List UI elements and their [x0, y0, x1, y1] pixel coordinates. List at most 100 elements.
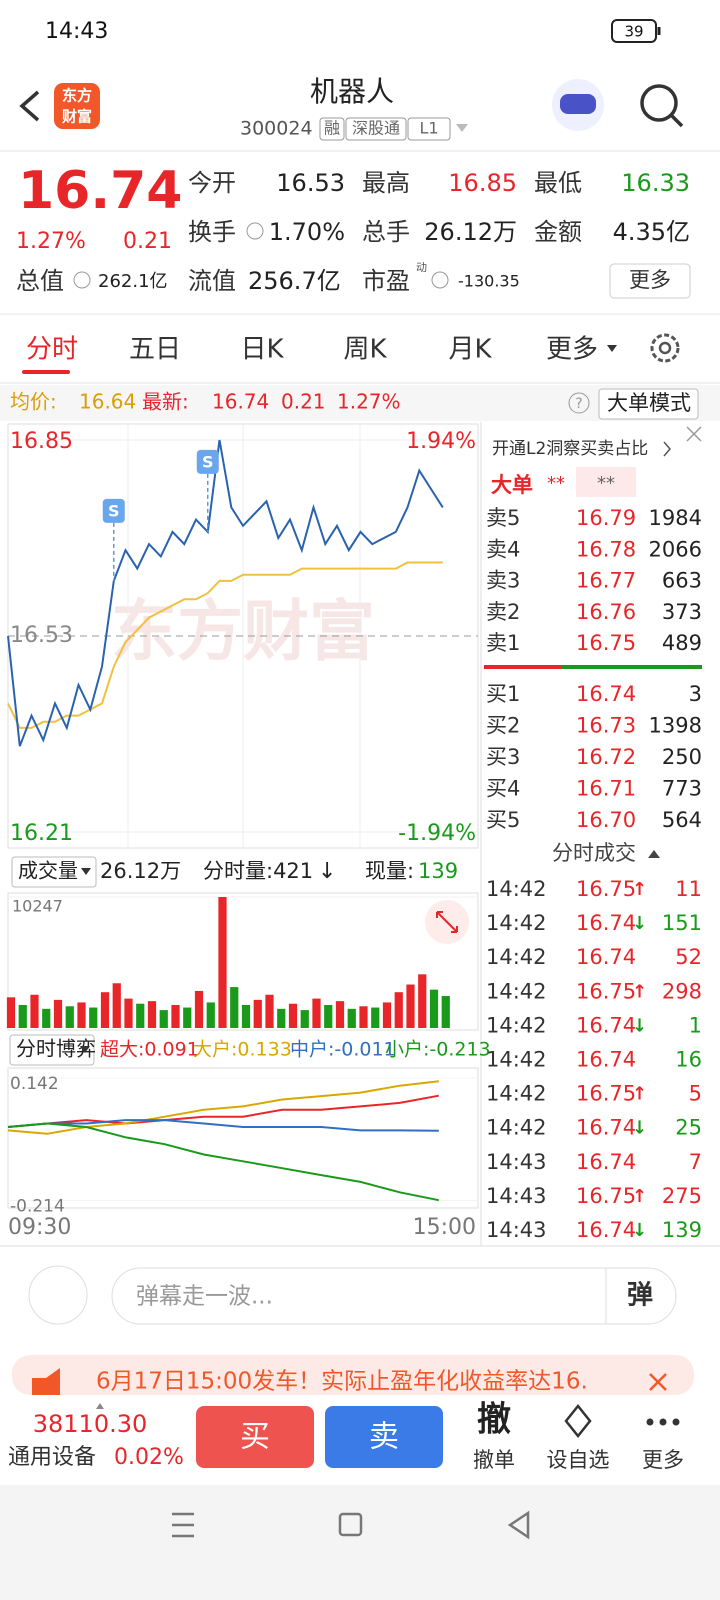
more-icon [659, 1418, 667, 1426]
y2-tick-label: 1.94% [406, 429, 476, 454]
book-label: 买1 [486, 682, 520, 706]
logo [54, 83, 100, 129]
nav-home[interactable] [338, 1512, 363, 1537]
latest-value: 16.74 [212, 390, 269, 414]
stars: ** [597, 473, 615, 494]
logo-text: 东方 [62, 87, 92, 105]
volume-bar [124, 998, 133, 1028]
comment-icon[interactable] [28, 1265, 88, 1325]
volume-bar [429, 989, 439, 1028]
nav-menu[interactable] [172, 1512, 194, 1538]
sell-label[interactable]: 卖 [369, 1420, 399, 1455]
legend-label: 大户:0.133 [193, 1039, 292, 1061]
expand-icon [436, 911, 458, 933]
legend-label: 中户:-0.011 [290, 1039, 396, 1061]
search-icon[interactable] [640, 84, 678, 122]
mode-button[interactable] [598, 388, 699, 420]
cancel-label[interactable]: 撤单 [473, 1448, 515, 1472]
volume-bar [194, 990, 204, 1028]
nav-bg [0, 1485, 720, 1600]
stat-label: 总值 [16, 267, 64, 295]
book-label: 买5 [486, 808, 520, 832]
l2-link[interactable]: 开通L2洞察买卖占比 [492, 439, 648, 459]
tab[interactable]: 日K [240, 335, 284, 365]
back-button[interactable] [19, 90, 40, 122]
help-icon[interactable] [568, 392, 590, 414]
trade-price: 16.74 [576, 911, 636, 935]
trade-volume: 139 [662, 1218, 702, 1242]
volume-bar [253, 999, 262, 1028]
nav-back[interactable] [507, 1510, 530, 1540]
chevron [663, 441, 671, 457]
trade-price: 16.74 [576, 1048, 636, 1072]
settings-icon[interactable] [650, 333, 680, 363]
current-label: 现量: [365, 859, 414, 883]
more-label[interactable]: 更多 [642, 1448, 684, 1472]
more-icon[interactable] [646, 1418, 654, 1426]
y-tick-label: 16.21 [10, 821, 73, 846]
tag-box [345, 117, 407, 141]
tab[interactable]: 月K [448, 335, 492, 365]
stock-tag: L1 [419, 119, 438, 138]
volume-bar [65, 1006, 74, 1028]
sort-arrow [648, 850, 660, 858]
volume-bar [406, 984, 415, 1028]
tab[interactable]: 周K [343, 335, 387, 365]
series-line [7, 1094, 439, 1128]
volume-bar [6, 997, 16, 1028]
y-tick-label: 16.85 [10, 429, 73, 454]
volume-bar [112, 983, 121, 1028]
book-volume: 663 [662, 569, 702, 593]
stat-value: 16.53 [276, 169, 345, 197]
tab[interactable]: 五日 [129, 335, 181, 365]
book-volume: 564 [662, 808, 702, 832]
trade-volume: 7 [689, 1150, 702, 1174]
trade-price: 16.74 [576, 1013, 636, 1037]
y-tick-label: 10247 [12, 897, 63, 916]
watch-label[interactable]: 设自选 [547, 1448, 610, 1472]
change: 0.21 [123, 229, 172, 254]
trade-price: 16.75 [576, 1082, 636, 1106]
tab[interactable]: 分时 [26, 335, 78, 365]
book-price: 16.71 [576, 777, 636, 801]
trade-time: 14:42 [486, 877, 547, 901]
dropdown-arrow [80, 1046, 90, 1053]
volume-bar [171, 1004, 180, 1028]
volume-dropdown[interactable] [11, 856, 97, 888]
more-button[interactable] [609, 263, 691, 299]
dropdown-arrow [456, 124, 468, 132]
book-label: 买4 [486, 777, 520, 801]
hint-icon [431, 271, 449, 289]
stat-label: 今开 [188, 169, 236, 197]
stars: ** [547, 473, 565, 494]
book-volume: 1398 [649, 714, 702, 738]
cancel-icon: 撤 [477, 1400, 511, 1440]
volume-bar [335, 1001, 345, 1028]
book-price: 16.79 [576, 506, 636, 530]
flow-dropdown[interactable] [9, 1034, 95, 1066]
stat-sup: 动 [416, 261, 427, 274]
sell-button[interactable] [325, 1406, 443, 1468]
comment-input[interactable] [111, 1267, 677, 1325]
watch-icon[interactable] [564, 1403, 592, 1439]
volume-bar [288, 1003, 298, 1028]
trade-price: 16.74 [576, 1150, 636, 1174]
banner-bg[interactable] [12, 1355, 694, 1395]
volume-bar [183, 1007, 192, 1028]
help-mark: 大单模式 [607, 391, 691, 415]
dropdown-arrow [81, 868, 91, 875]
avatar-face [560, 94, 596, 114]
tab[interactable]: 更多 [546, 335, 598, 365]
buy-label[interactable]: 买 [240, 1420, 270, 1455]
trade-arrow: ↓ [632, 1220, 647, 1241]
stat-value: 1.70% [269, 218, 345, 246]
trade-arrow: ↓ [632, 1118, 647, 1139]
x-tick-label: 15:00 [413, 1215, 476, 1240]
trade-time: 14:42 [486, 945, 547, 969]
buy-button[interactable] [196, 1406, 314, 1468]
stock-code: 300024 [240, 118, 313, 140]
danmaku-button[interactable]: 弹 [627, 1281, 653, 1311]
x-tick-label: 09:30 [8, 1215, 71, 1240]
change-pct: 1.27% [16, 229, 86, 254]
volume-total: 26.12万 [100, 859, 181, 883]
